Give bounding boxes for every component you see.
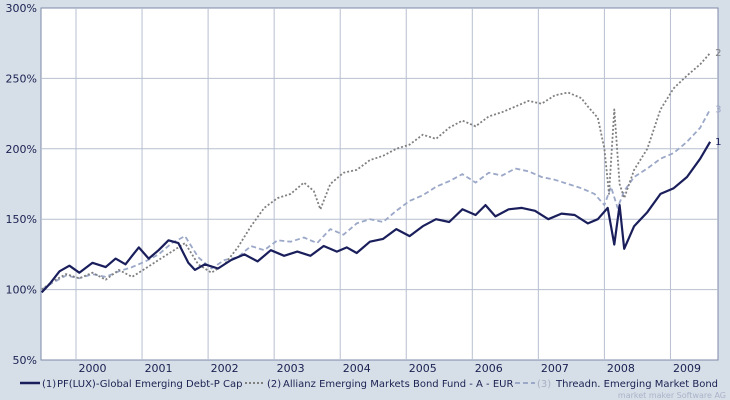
x-tick-label: 2000 — [79, 362, 107, 375]
x-tick-label: 2002 — [211, 362, 239, 375]
x-tick-label: 2005 — [409, 362, 437, 375]
legend: (1) PF(LUX)-Global Emerging Debt-P Cap (… — [20, 379, 718, 390]
legend-item-1[interactable]: (1) PF(LUX)-Global Emerging Debt-P Cap — [20, 379, 242, 390]
legend-label-2: Allianz Emerging Markets Bond Fund - A -… — [283, 379, 513, 390]
x-tick-label: 2008 — [607, 362, 635, 375]
grid — [41, 8, 718, 360]
y-tick-label: 250% — [6, 72, 37, 85]
series-line-3 — [41, 108, 711, 291]
legend-label-1: PF(LUX)-Global Emerging Debt-P Cap — [57, 379, 242, 390]
series-end-labels: 3 2 1 — [715, 48, 721, 148]
series-line-1 — [40, 141, 712, 294]
series-end-label-2: 2 — [715, 48, 721, 59]
credit-text: market maker Software AG — [618, 391, 726, 400]
legend-prefix-1: (1) — [42, 379, 56, 390]
legend-item-2[interactable]: (2) Allianz Emerging Markets Bond Fund -… — [245, 379, 513, 390]
series-end-label-1: 1 — [715, 137, 721, 148]
legend-prefix-2: (2) — [267, 379, 281, 390]
series-end-label-3: 3 — [715, 104, 721, 115]
x-tick-label: 2004 — [343, 362, 371, 375]
plot-area — [40, 7, 719, 361]
series-lines — [40, 52, 712, 294]
series-line-2 — [41, 52, 711, 291]
y-axis-ticks: 50% 100% 150% 200% 250% 300% — [6, 2, 37, 367]
y-tick-label: 100% — [6, 284, 37, 297]
legend-item-3[interactable]: (3) Threadn. Emerging Market Bond — [515, 379, 718, 390]
legend-label-3: Threadn. Emerging Market Bond — [555, 379, 718, 390]
x-tick-label: 2003 — [277, 362, 305, 375]
legend-prefix-3: (3) — [537, 379, 551, 390]
y-tick-label: 150% — [6, 213, 37, 226]
x-axis-ticks: 2000 2001 2002 2003 2004 2005 2006 2007 2008 2009 — [79, 362, 701, 375]
x-tick-label: 2009 — [673, 362, 701, 375]
x-tick-label: 2006 — [475, 362, 503, 375]
y-tick-label: 50% — [13, 354, 37, 367]
y-tick-label: 300% — [6, 2, 37, 15]
x-tick-label: 2007 — [541, 362, 569, 375]
y-tick-label: 200% — [6, 143, 37, 156]
x-tick-label: 2001 — [145, 362, 173, 375]
